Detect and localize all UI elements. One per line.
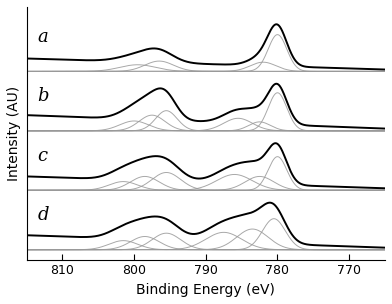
Text: c: c (37, 147, 47, 164)
Y-axis label: Intensity (AU): Intensity (AU) (7, 86, 21, 181)
Text: b: b (37, 87, 49, 105)
Text: d: d (37, 206, 49, 224)
X-axis label: Binding Energy (eV): Binding Energy (eV) (136, 283, 275, 297)
Text: a: a (37, 28, 48, 46)
